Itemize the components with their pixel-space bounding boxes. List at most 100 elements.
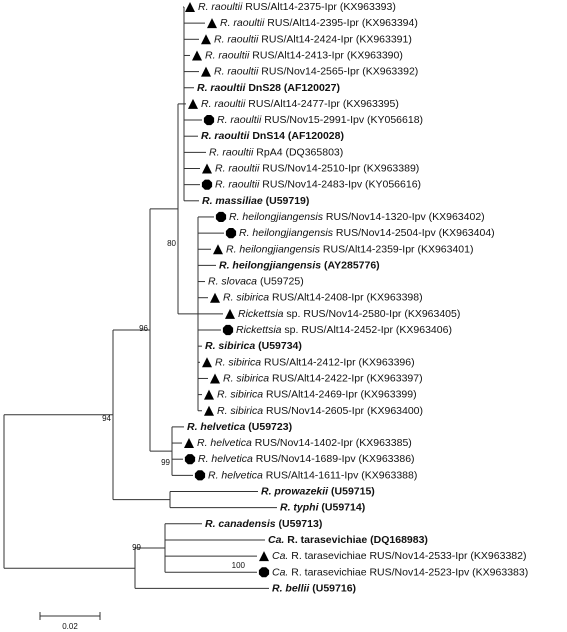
triangle-marker — [192, 50, 202, 61]
strain: RUS/Nov14-2565-Ipr (KX963392) — [258, 65, 418, 77]
leaf-label: R. raoultii RpA4 (DQ365803) — [209, 146, 343, 158]
leaf-label: R. prowazekii (U59715) — [261, 485, 375, 497]
hexagon-marker — [201, 179, 213, 190]
leaf-label: R. raoultii RUS/Nov14-2483-Ipv (KY056616… — [215, 178, 421, 190]
strain: R. tarasevichiae RUS/Nov14-2523-Ipv (KX9… — [288, 566, 528, 578]
triangle-marker — [202, 163, 212, 174]
species: R. raoultii — [198, 1, 243, 13]
leaf-label: R. raoultii RUS/Nov14-2510-Ipr (KX963389… — [215, 162, 419, 174]
species: R. sibirica — [223, 372, 269, 384]
leaf-label: R. helvetica RUS/Alt14-1611-Ipv (KX96338… — [208, 469, 417, 481]
strain: RUS/Nov14-2510-Ipr (KX963389) — [259, 162, 419, 174]
species: R. raoultii — [214, 33, 259, 45]
triangle-marker — [207, 18, 217, 29]
hexagon-marker — [258, 567, 270, 578]
species: R. heilongjiangensis — [219, 259, 321, 271]
hexagon-marker — [194, 470, 206, 481]
leaf-label: R. heilongjiangensis (AY285776) — [219, 259, 380, 271]
leaf-label: R. helvetica RUS/Nov14-1689-Ipv (KX96338… — [198, 453, 415, 465]
species: R. canadensis — [205, 518, 276, 530]
leaf-label: R. heilongjiangensis RUS/Alt14-2359-Ipr … — [226, 243, 473, 255]
strain: RUS/Nov14-2605-Ipr (KX963400) — [263, 405, 423, 417]
strain: RUS/Alt14-2424-Ipr (KX963391) — [258, 33, 412, 45]
leaf-label: R. sibirica (U59734) — [205, 340, 302, 352]
strain: RUS/Alt14-2422-Ipr (KX963397) — [269, 372, 423, 384]
leaf-label: R. heilongjiangensis RUS/Nov14-1320-Ipv … — [229, 211, 485, 223]
species: Ca. — [272, 566, 288, 578]
triangle-marker — [188, 98, 198, 109]
strain: RUS/Alt14-2469-Ipr (KX963399) — [263, 388, 417, 400]
strain: RUS/Nov15-2991-Ipv (KY056618) — [261, 114, 423, 126]
strain: (U59715) — [328, 485, 375, 497]
strain: RpA4 (DQ365803) — [253, 146, 343, 158]
strain: (U59723) — [245, 421, 292, 433]
species: R. raoultii — [201, 130, 251, 142]
leaf-label: Ca. R. tarasevichiae RUS/Nov14-2523-Ipv … — [272, 566, 528, 578]
species: R. helvetica — [208, 469, 263, 481]
leaf-label: R. sibirica RUS/Alt14-2412-Ipr (KX963396… — [215, 356, 415, 368]
hexagon-marker — [222, 324, 234, 336]
leaf-label: R. raoultii RUS/Alt14-2413-Ipr (KX963390… — [205, 49, 403, 61]
leaf-label: R. raoultii RUS/Alt14-2375-Ipr (KX963393… — [198, 1, 396, 13]
triangle-marker — [210, 292, 220, 303]
triangle-marker — [185, 2, 195, 12]
species: R. sibirica — [217, 405, 263, 417]
scale-label: 0.02 — [62, 622, 78, 631]
triangle-marker — [204, 389, 214, 400]
strain: (U59713) — [276, 518, 323, 530]
species: R. heilongjiangensis — [226, 243, 321, 255]
strain: RUS/Alt14-1611-Ipv (KX963388) — [263, 469, 417, 481]
leaf-label: Ca. R. tarasevichiae RUS/Nov14-2533-Ipr … — [272, 550, 526, 562]
strain: DnS28 (AF120027) — [245, 82, 340, 94]
strain: sp. RUS/Alt14-2452-Ipr (KX963406) — [282, 324, 452, 336]
bootstrap-value: 100 — [232, 561, 246, 570]
species: R. typhi — [280, 501, 320, 513]
strain: (U59716) — [309, 582, 356, 594]
strain: RUS/Alt14-2359-Ipr (KX963401) — [320, 243, 474, 255]
leaf-label: R. raoultii DnS14 (AF120028) — [201, 130, 344, 142]
species: R. sibirica — [205, 340, 255, 352]
leaf-label: Ca. R. tarasevichiae (DQ168983) — [268, 534, 428, 546]
species: R. bellii — [272, 582, 310, 594]
leaf-label: R. helvetica (U59723) — [187, 421, 292, 433]
triangle-marker — [184, 438, 194, 449]
strain: RUS/Alt14-2413-Ipr (KX963390) — [249, 49, 403, 61]
triangle-marker — [201, 66, 211, 77]
species: R. raoultii — [209, 146, 254, 158]
hexagon-marker — [215, 211, 227, 222]
species: Ca. — [272, 550, 288, 562]
species: R. raoultii — [217, 114, 262, 126]
strain: RUS/Nov14-2483-Ipv (KY056616) — [259, 178, 421, 190]
leaf-label: R. raoultii RUS/Alt14-2477-Ipr (KX963395… — [201, 98, 399, 110]
triangle-marker — [225, 308, 235, 319]
triangle-marker — [259, 551, 269, 562]
leaf-label: R. canadensis (U59713) — [205, 518, 322, 530]
leaf-label: R. raoultii RUS/Nov15-2991-Ipv (KY056618… — [217, 114, 423, 126]
strain: RUS/Nov14-1402-Ipr (KX963385) — [252, 437, 412, 449]
leaf-label: R. typhi (U59714) — [280, 501, 365, 513]
species: R. slovaca — [208, 275, 257, 287]
strain: RUS/Nov14-2504-Ipv (KX963404) — [333, 227, 495, 239]
species: R. sibirica — [217, 388, 263, 400]
leaf-label: R. raoultii RUS/Nov14-2565-Ipr (KX963392… — [214, 65, 418, 77]
strain: DnS14 (AF120028) — [249, 130, 344, 142]
triangle-marker — [213, 244, 223, 255]
species: Ca. — [268, 534, 284, 546]
strain: R. tarasevichiae (DQ168983) — [284, 534, 428, 546]
species: R. raoultii — [214, 65, 259, 77]
strain: RUS/Alt14-2375-Ipr (KX963393) — [242, 1, 396, 13]
strain: (U59734) — [255, 340, 302, 352]
bootstrap-value: 96 — [139, 324, 148, 333]
species: R. heilongjiangensis — [229, 211, 324, 223]
species: R. raoultii — [215, 162, 260, 174]
species: R. raoultii — [205, 49, 250, 61]
species: Rickettsia — [236, 324, 282, 336]
leaf-label: R. massiliae (U59719) — [202, 195, 309, 207]
bootstrap-value: 94 — [102, 414, 111, 423]
leaf-label: Rickettsia sp. RUS/Alt14-2452-Ipr (KX963… — [236, 324, 452, 336]
leaf-label: R. sibirica RUS/Alt14-2469-Ipr (KX963399… — [217, 388, 417, 400]
triangle-marker — [202, 357, 212, 368]
species: R. raoultii — [197, 82, 247, 94]
strain: (U59725) — [257, 275, 304, 287]
